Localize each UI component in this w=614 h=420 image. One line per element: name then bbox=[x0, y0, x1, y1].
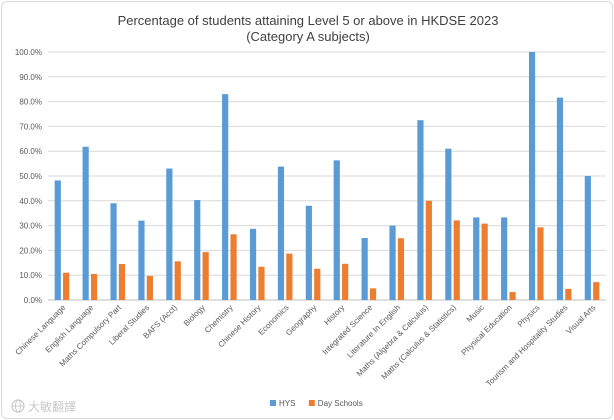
bar-hys bbox=[501, 217, 508, 300]
bar-day-schools bbox=[63, 272, 70, 300]
bar-hys bbox=[249, 228, 257, 300]
category-label: Chinese Language bbox=[14, 303, 68, 357]
legend-swatch bbox=[270, 400, 276, 406]
y-tick-label: 0.0% bbox=[24, 296, 42, 305]
bar-hys bbox=[333, 160, 340, 300]
bar-day-schools bbox=[397, 238, 405, 300]
category-label: Biology bbox=[182, 303, 207, 328]
bar-hys bbox=[445, 148, 452, 300]
bar-day-schools bbox=[369, 288, 377, 300]
bar-hys bbox=[194, 200, 201, 300]
bar-day-schools bbox=[174, 261, 181, 300]
category-label: Physical Education bbox=[460, 303, 514, 357]
bar-day-schools bbox=[90, 273, 98, 300]
watermark-text: 大敏翻譯 bbox=[28, 399, 76, 414]
grid-layer bbox=[48, 51, 606, 301]
legend-label: Day Schools bbox=[318, 399, 363, 408]
y-tick-labels: 0.0% 10.0% 20.0% 30.0% 40.0% 50.0% 60.0% 70.0% 8… bbox=[15, 48, 42, 305]
bar-hys bbox=[277, 166, 285, 300]
y-tick-label: 30.0% bbox=[19, 222, 42, 231]
bar-day-schools bbox=[509, 292, 516, 300]
bar-hys bbox=[138, 220, 145, 300]
bar-day-schools bbox=[425, 200, 432, 300]
y-tick-label: 50.0% bbox=[19, 172, 42, 181]
chart-title: Percentage of students attaining Level 5… bbox=[118, 13, 499, 28]
category-label: Integrated Science bbox=[321, 303, 375, 357]
y-tick-label: 10.0% bbox=[19, 271, 42, 280]
bar-day-schools bbox=[593, 282, 600, 300]
bar-day-schools bbox=[342, 263, 349, 300]
bar-hys bbox=[110, 203, 117, 300]
category-label: Physics bbox=[516, 303, 542, 329]
bar-day-schools bbox=[118, 264, 126, 300]
bar-day-schools bbox=[286, 253, 293, 300]
legend: HYS Day Schools bbox=[270, 399, 363, 408]
bar-hys bbox=[556, 97, 564, 300]
bar-day-schools bbox=[537, 227, 544, 300]
y-tick-label: 20.0% bbox=[19, 246, 42, 255]
bar-layer bbox=[54, 52, 600, 300]
bar-hys bbox=[222, 94, 229, 300]
y-tick-label: 100.0% bbox=[15, 48, 42, 57]
category-label: Music bbox=[465, 303, 486, 324]
bar-day-schools bbox=[202, 252, 209, 300]
watermark: 大敏翻譯 bbox=[11, 399, 76, 414]
bar-hys bbox=[473, 217, 480, 300]
y-tick-label: 80.0% bbox=[19, 98, 42, 107]
bar-hys bbox=[54, 180, 61, 300]
bar-hys bbox=[361, 238, 368, 300]
bar-day-schools bbox=[258, 266, 265, 300]
bar-hys bbox=[166, 168, 173, 300]
bar-hys bbox=[584, 176, 591, 300]
y-tick-label: 60.0% bbox=[19, 147, 42, 156]
bar-hys bbox=[82, 146, 89, 300]
category-label: Literature In English bbox=[345, 303, 402, 360]
legend-label: HYS bbox=[279, 399, 295, 408]
bar-hys bbox=[417, 120, 424, 300]
bar-day-schools bbox=[146, 275, 153, 300]
legend-swatch bbox=[308, 400, 315, 406]
category-label: English Language bbox=[44, 303, 96, 355]
bar-hys bbox=[389, 225, 396, 300]
bar-day-schools bbox=[230, 234, 237, 300]
y-tick-label: 90.0% bbox=[19, 73, 42, 82]
bar-day-schools bbox=[481, 223, 488, 300]
category-label: Visual Arts bbox=[564, 303, 597, 336]
y-tick-label: 40.0% bbox=[19, 197, 42, 206]
chart-subtitle: (Category A subjects) bbox=[246, 29, 370, 44]
y-tick-label: 70.0% bbox=[19, 122, 42, 131]
bar-hys bbox=[305, 205, 312, 300]
bar-hys bbox=[528, 52, 536, 300]
bar-day-schools bbox=[314, 268, 321, 300]
bar-day-schools bbox=[453, 220, 460, 300]
bar-day-schools bbox=[565, 288, 572, 300]
category-label: History bbox=[322, 303, 346, 327]
